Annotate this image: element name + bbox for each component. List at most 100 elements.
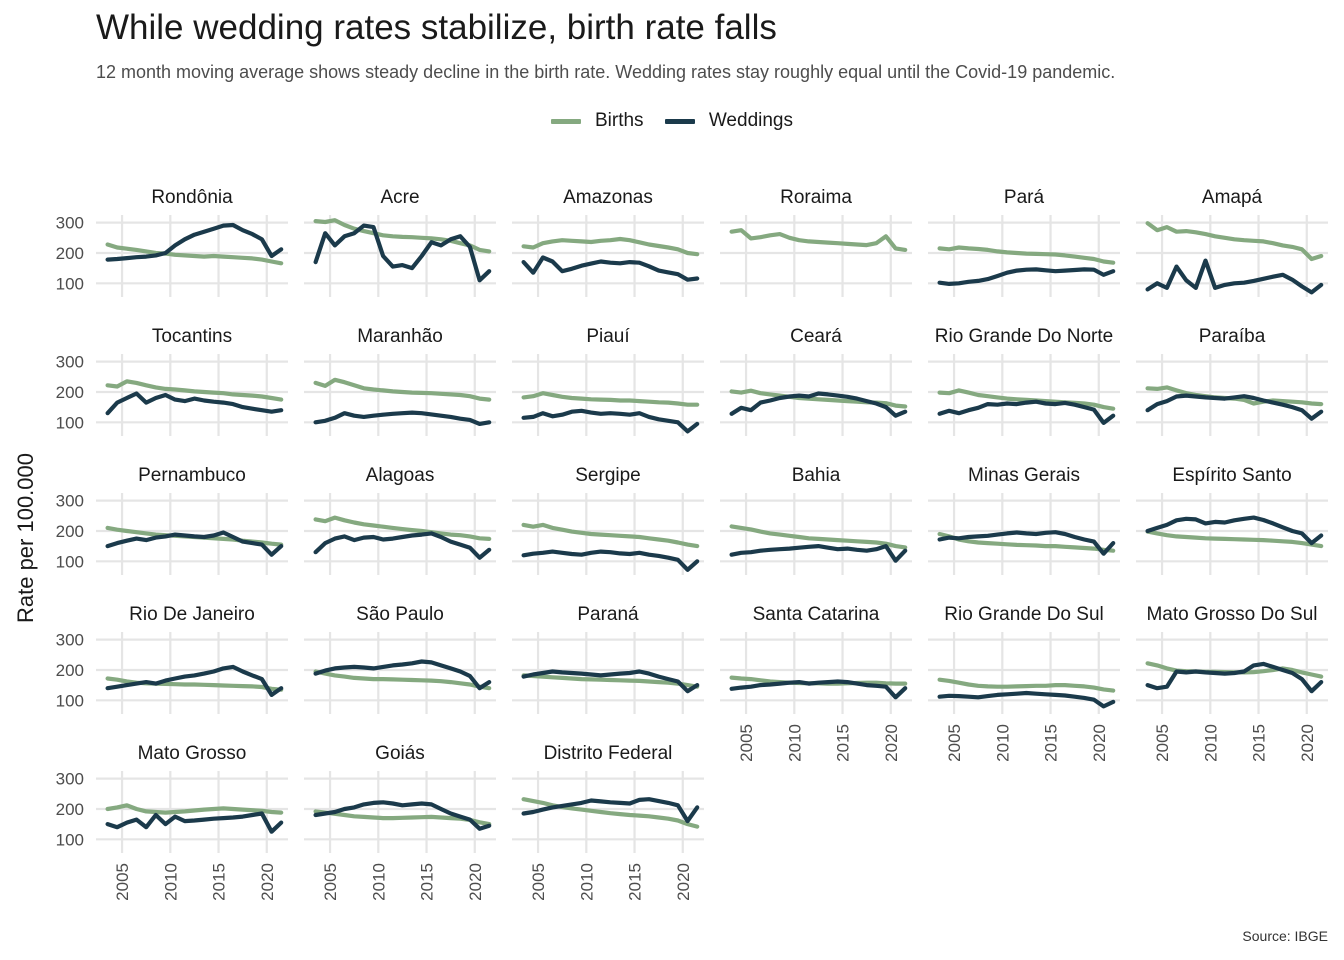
data-point-weddings (730, 413, 733, 415)
data-point-weddings (430, 413, 433, 416)
data-point-weddings (619, 552, 621, 555)
data-point-weddings (1102, 552, 1105, 555)
data-point-births (314, 220, 317, 222)
data-point-weddings (628, 802, 631, 805)
data-point-births (1281, 400, 1284, 402)
data-point-weddings (372, 536, 375, 538)
data-point-births (740, 677, 742, 680)
data-point-births (449, 817, 452, 819)
data-point-weddings (827, 546, 829, 549)
data-point-births (628, 679, 631, 682)
panel-sergipe: Sergipe (512, 465, 704, 575)
data-point-births (155, 386, 157, 389)
data-point-births (788, 237, 791, 239)
data-point-weddings (958, 282, 960, 285)
data-point-weddings (1166, 685, 1168, 688)
data-point-weddings (532, 811, 534, 813)
data-point-weddings (798, 394, 800, 397)
data-point-births (1272, 539, 1274, 542)
data-point-weddings (469, 675, 471, 677)
x-tick-label: 2005 (737, 724, 756, 762)
data-point-births (1281, 540, 1284, 543)
data-point-births (1016, 398, 1018, 401)
data-point-weddings (808, 546, 810, 548)
data-point-weddings (667, 678, 670, 680)
data-point-weddings (1281, 274, 1284, 276)
data-point-births (184, 810, 186, 813)
data-point-births (638, 241, 641, 244)
data-point-weddings (769, 399, 771, 402)
data-point-births (996, 685, 999, 688)
data-point-weddings (686, 569, 689, 571)
data-point-weddings (894, 696, 897, 699)
data-point-weddings (241, 540, 244, 543)
data-point-weddings (1252, 516, 1255, 519)
data-point-weddings (411, 662, 413, 665)
data-point-weddings (449, 416, 452, 418)
data-point-births (977, 394, 979, 396)
data-point-weddings (1102, 705, 1105, 708)
data-point-births (1262, 539, 1265, 541)
data-point-weddings (1025, 692, 1028, 694)
data-point-weddings (638, 261, 641, 264)
data-point-weddings (657, 800, 660, 802)
data-point-births (609, 399, 612, 401)
data-point-births (996, 542, 999, 545)
data-point-weddings (261, 678, 263, 680)
data-point-births (251, 809, 254, 811)
data-point-births (1185, 230, 1187, 232)
data-point-births (488, 398, 491, 401)
data-point-births (667, 539, 670, 542)
data-point-births (184, 683, 186, 686)
data-point-births (145, 384, 147, 387)
data-point-weddings (1035, 533, 1037, 535)
data-point-births (628, 535, 631, 538)
data-point-births (222, 807, 225, 810)
data-point-births (106, 677, 109, 680)
data-point-births (280, 811, 283, 814)
panel-title: Tocantins (152, 326, 232, 347)
data-point-weddings (580, 410, 583, 412)
data-point-weddings (779, 397, 781, 399)
data-point-weddings (1112, 270, 1114, 273)
data-point-weddings (164, 252, 167, 254)
data-point-births (856, 400, 858, 403)
data-point-births (865, 244, 868, 246)
data-point-weddings (885, 406, 887, 408)
data-point-weddings (977, 535, 979, 538)
data-point-births (769, 532, 771, 535)
data-point-births (372, 388, 375, 391)
data-point-births (551, 240, 554, 243)
data-point-births (1252, 671, 1255, 673)
data-point-births (958, 246, 960, 249)
data-point-weddings (1262, 519, 1265, 521)
data-point-weddings (106, 687, 109, 689)
panel-roraima: Roraima (720, 187, 912, 297)
data-point-weddings (334, 537, 336, 540)
data-point-births (411, 236, 413, 238)
data-point-weddings (126, 257, 128, 259)
data-point-weddings (363, 224, 365, 227)
data-point-weddings (488, 270, 491, 273)
data-point-births (590, 241, 592, 243)
series-line-weddings (105, 811, 284, 834)
data-point-weddings (174, 677, 176, 680)
data-point-births (750, 678, 752, 680)
data-point-births (1291, 541, 1294, 543)
data-point-weddings (580, 264, 583, 267)
data-point-births (314, 382, 317, 384)
data-point-weddings (372, 802, 375, 804)
data-point-weddings (363, 536, 365, 539)
data-point-births (440, 680, 442, 682)
data-point-births (164, 811, 167, 814)
data-point-weddings (836, 394, 839, 397)
data-point-weddings (145, 255, 147, 258)
data-point-births (1281, 244, 1284, 247)
data-point-births (106, 384, 109, 387)
data-point-weddings (1016, 692, 1018, 695)
data-point-weddings (353, 414, 356, 417)
data-point-weddings (856, 682, 858, 685)
data-point-weddings (904, 687, 906, 689)
data-point-weddings (1195, 670, 1197, 673)
data-point-births (1073, 546, 1076, 549)
